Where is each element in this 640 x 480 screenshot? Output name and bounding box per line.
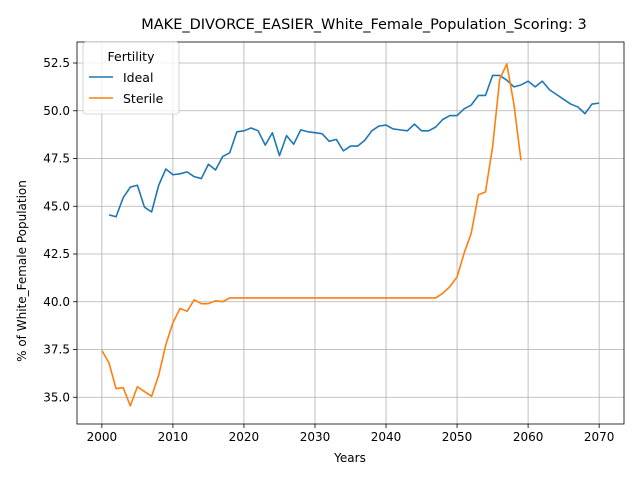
x-axis-label: Years [333,451,366,465]
y-tick-label: 42.5 [43,247,70,261]
y-tick-label: 45.0 [43,199,70,213]
legend-label-ideal: Ideal [123,70,153,85]
legend: Fertility Ideal Sterile [82,41,180,115]
x-tick-label: 2000 [87,430,118,444]
x-tick-label: 2010 [158,430,189,444]
y-tick-label: 47.5 [43,152,70,166]
x-tick-label: 2070 [584,430,615,444]
y-tick-label: 40.0 [43,295,70,309]
y-tick-label: 35.0 [43,390,70,404]
legend-title: Fertility [108,49,156,64]
plot-frame [76,41,625,425]
series-line-sterile [101,63,522,407]
x-tick-label: 2030 [300,430,331,444]
y-tick-label: 52.5 [43,56,70,70]
x-tick-label: 2040 [371,430,402,444]
legend-label-sterile: Sterile [123,91,164,106]
x-tick-label: 2060 [513,430,544,444]
chart-title: MAKE_DIVORCE_EASIER_White_Female_Populat… [141,17,586,33]
y-tick-label: 37.5 [43,343,70,357]
x-tick-label: 2050 [442,430,473,444]
series-line-ideal [108,74,600,218]
y-axis-label: % of White_Female Population [15,180,29,362]
axis-ticks: 2000 2010 2020 2030 2040 2050 2060 2070 35.0 37.5… [43,56,614,444]
series-lines [101,63,600,407]
y-tick-label: 50.0 [43,104,70,118]
x-tick-label: 2020 [229,430,260,444]
legend-box [82,41,180,115]
grid [77,42,624,424]
